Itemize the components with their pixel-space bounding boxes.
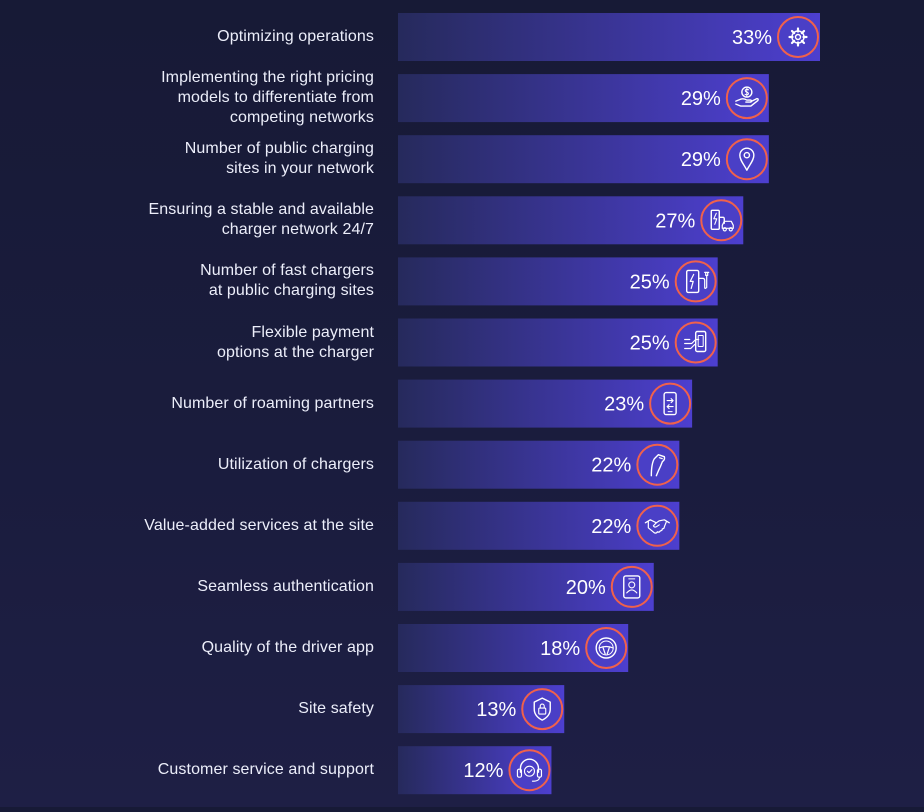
charging-plug-icon (650, 454, 666, 477)
id-badge-icon (623, 575, 641, 599)
value-label: 22% (591, 516, 631, 538)
category-label: Flexible payment options at the charger (217, 323, 374, 361)
gear-icon (788, 27, 808, 47)
value-label: 13% (476, 699, 516, 721)
icon-badge (636, 443, 679, 486)
category-label: Implementing the right pricing models to … (161, 69, 374, 127)
value-label: 22% (591, 455, 631, 477)
category-label: Number of public charging sites in your n… (184, 140, 374, 178)
value-label: 29% (681, 88, 721, 110)
value-label: 33% (732, 27, 772, 49)
bar (398, 257, 718, 306)
headset-icon (516, 758, 543, 782)
category-label: Utilization of chargers (217, 455, 374, 473)
location-pin-icon (739, 147, 755, 171)
bar (398, 135, 769, 184)
icon-badge (585, 627, 628, 669)
value-label: 18% (540, 638, 580, 660)
icon-badge (521, 688, 564, 731)
steering-wheel-icon (595, 637, 617, 659)
icon-badge (725, 77, 768, 120)
category-label: Customer service and support (157, 761, 374, 779)
card-payment-icon (684, 330, 707, 353)
shield-lock-icon (533, 697, 551, 721)
bar (398, 13, 820, 61)
value-label: 23% (604, 394, 644, 416)
bar (398, 74, 769, 123)
category-label: Value-added services at the site (144, 516, 374, 534)
bar (398, 318, 718, 367)
bar (398, 501, 680, 550)
category-label: Quality of the driver app (201, 639, 374, 656)
icon-badge (674, 260, 717, 303)
category-label: Ensuring a stable and available charger n… (148, 201, 374, 239)
bar (398, 196, 744, 245)
value-label: 25% (630, 333, 670, 355)
value-label: 20% (566, 577, 606, 599)
value-label: 25% (630, 271, 670, 293)
category-label: Site safety (298, 700, 374, 718)
icon-badge (777, 16, 819, 58)
value-label: 12% (463, 760, 503, 782)
handshake-icon (644, 519, 670, 534)
money-hand-icon (735, 86, 759, 107)
icon-badge (725, 138, 768, 181)
bar (398, 379, 693, 428)
icon-badge (700, 199, 743, 242)
roaming-phone-icon (663, 391, 677, 416)
category-label: Optimizing operations (217, 28, 374, 45)
value-label: 27% (655, 210, 695, 232)
icon-badge (610, 565, 653, 608)
icon-badge (649, 382, 692, 425)
charging-station-icon (710, 209, 734, 232)
category-label: Number of fast chargers at public chargin… (200, 262, 374, 300)
fast-charger-icon (685, 269, 710, 294)
category-label: Seamless authentication (197, 577, 374, 595)
icon-badge (508, 749, 551, 792)
value-label: 29% (681, 149, 721, 171)
bar (398, 440, 680, 489)
category-label: Number of roaming partners (171, 394, 374, 412)
